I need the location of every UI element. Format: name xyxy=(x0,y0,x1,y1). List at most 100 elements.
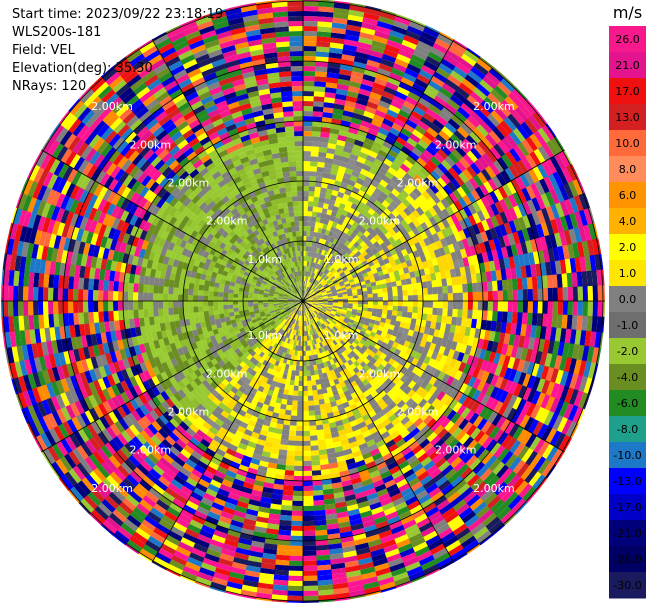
velocity-gate xyxy=(436,390,446,402)
velocity-gate xyxy=(489,162,501,177)
velocity-gate xyxy=(460,407,471,419)
velocity-gate xyxy=(234,505,248,514)
velocity-gate xyxy=(307,303,312,307)
velocity-gate xyxy=(302,420,310,426)
velocity-gate xyxy=(368,398,377,407)
velocity-gate xyxy=(346,131,358,140)
velocity-gate xyxy=(194,576,212,587)
velocity-gate xyxy=(406,528,422,539)
velocity-gate xyxy=(328,283,335,288)
velocity-gate xyxy=(474,347,482,359)
velocity-gate xyxy=(286,374,292,381)
velocity-gate xyxy=(473,62,490,77)
velocity-gate xyxy=(412,404,422,415)
velocity-gate xyxy=(331,27,347,35)
velocity-gate xyxy=(356,288,363,293)
velocity-gate xyxy=(520,241,529,255)
velocity-gate xyxy=(312,359,317,366)
velocity-gate xyxy=(332,12,350,20)
velocity-gate xyxy=(303,126,313,132)
velocity-gate xyxy=(406,283,413,291)
velocity-gate xyxy=(306,315,309,321)
velocity-gate xyxy=(377,325,384,332)
velocity-gate xyxy=(395,214,405,223)
velocity-gate xyxy=(345,200,354,208)
velocity-gate xyxy=(302,375,308,381)
velocity-gate xyxy=(307,320,310,326)
velocity-gate xyxy=(561,167,573,184)
velocity-gate xyxy=(394,15,412,26)
velocity-gate xyxy=(174,517,190,529)
velocity-gate xyxy=(407,203,416,214)
velocity-gate xyxy=(318,146,328,153)
velocity-gate xyxy=(315,549,330,556)
velocity-gate xyxy=(300,345,303,351)
velocity-gate xyxy=(464,180,476,193)
velocity-gate xyxy=(565,164,578,182)
velocity-gate xyxy=(297,305,301,310)
velocity-gate xyxy=(262,387,269,395)
velocity-gate xyxy=(293,470,303,476)
velocity-gate xyxy=(586,239,595,257)
velocity-gate xyxy=(316,305,323,309)
velocity-gate xyxy=(409,349,418,359)
velocity-gate xyxy=(359,510,373,519)
velocity-gate xyxy=(448,45,465,59)
velocity-gate xyxy=(325,82,338,89)
velocity-gate xyxy=(329,42,345,50)
velocity-gate xyxy=(486,474,500,489)
velocity-gate xyxy=(313,280,318,285)
velocity-gate xyxy=(334,98,347,106)
velocity-gate xyxy=(405,398,415,408)
velocity-gate xyxy=(324,286,330,290)
velocity-gate xyxy=(359,256,367,264)
velocity-gate xyxy=(304,291,307,297)
velocity-gate xyxy=(476,484,491,499)
velocity-gate xyxy=(497,156,509,171)
velocity-gate xyxy=(387,266,394,274)
velocity-gate xyxy=(420,135,433,146)
velocity-gate xyxy=(345,431,355,440)
velocity-gate xyxy=(324,381,331,388)
velocity-gate xyxy=(303,315,306,321)
velocity-gate xyxy=(474,328,481,339)
velocity-gate xyxy=(358,469,370,478)
velocity-gate xyxy=(279,439,289,446)
velocity-gate xyxy=(519,414,531,430)
velocity-gate xyxy=(126,539,143,553)
velocity-gate xyxy=(414,448,426,460)
velocity-gate xyxy=(428,366,437,377)
velocity-gate xyxy=(338,129,349,137)
velocity-gate xyxy=(299,350,303,356)
velocity-gate xyxy=(307,302,313,305)
velocity-gate xyxy=(354,345,362,352)
velocity-gate xyxy=(340,323,347,329)
velocity-gate xyxy=(372,293,378,298)
velocity-gate xyxy=(424,228,433,238)
velocity-gate xyxy=(521,400,532,416)
velocity-gate xyxy=(382,305,388,311)
velocity-gate xyxy=(542,301,548,315)
velocity-gate xyxy=(518,103,533,120)
velocity-gate xyxy=(284,337,289,344)
velocity-gate xyxy=(367,443,378,452)
velocity-gate xyxy=(281,499,293,506)
velocity-gate xyxy=(193,510,208,521)
velocity-gate xyxy=(378,260,386,267)
velocity-gate xyxy=(432,286,438,295)
velocity-gate xyxy=(419,153,431,164)
velocity-gate xyxy=(313,262,318,269)
velocity-gate xyxy=(342,110,354,118)
velocity-gate xyxy=(475,232,484,245)
velocity-gate xyxy=(343,560,360,568)
velocity-gate xyxy=(375,171,386,180)
velocity-gate xyxy=(347,195,356,204)
velocity-gate xyxy=(327,342,333,349)
velocity-gate xyxy=(561,273,568,289)
velocity-gate xyxy=(398,510,412,521)
velocity-gate xyxy=(419,254,427,263)
velocity-gate xyxy=(444,468,457,481)
velocity-gate xyxy=(466,95,481,109)
velocity-gate xyxy=(303,281,306,287)
velocity-gate xyxy=(389,72,404,83)
